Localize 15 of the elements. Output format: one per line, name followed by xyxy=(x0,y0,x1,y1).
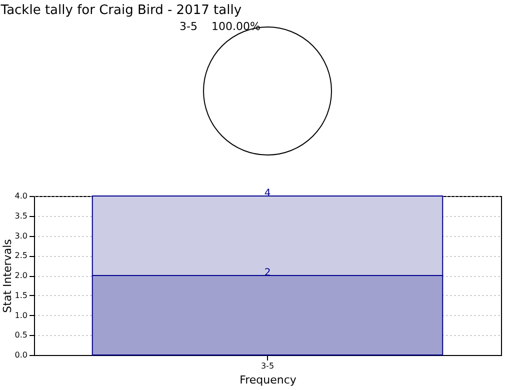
slice-label: 3-5 xyxy=(180,20,198,33)
chart-title: Tackle tally for Craig Bird - 2017 tally xyxy=(0,3,242,18)
y-tick-label: 0.5 xyxy=(14,330,28,340)
y-axis-title: Stat Intervals xyxy=(0,238,14,313)
x-axis-title: Frequency xyxy=(240,374,297,386)
y-tick-label: 2.5 xyxy=(14,251,28,260)
y-tick-label: 3.5 xyxy=(14,211,28,220)
y-tick-label: 4.0 xyxy=(14,192,28,200)
total-label: 4 xyxy=(264,188,271,199)
y-tick-label: 0.0 xyxy=(14,350,28,360)
y-tick-label: 1.5 xyxy=(14,290,28,300)
y-tick-label: 1.0 xyxy=(14,310,28,320)
y-tick-label: 2.0 xyxy=(14,271,28,280)
y-tick-label: 3.0 xyxy=(14,231,28,240)
data-label: 100.00% xyxy=(212,20,260,33)
